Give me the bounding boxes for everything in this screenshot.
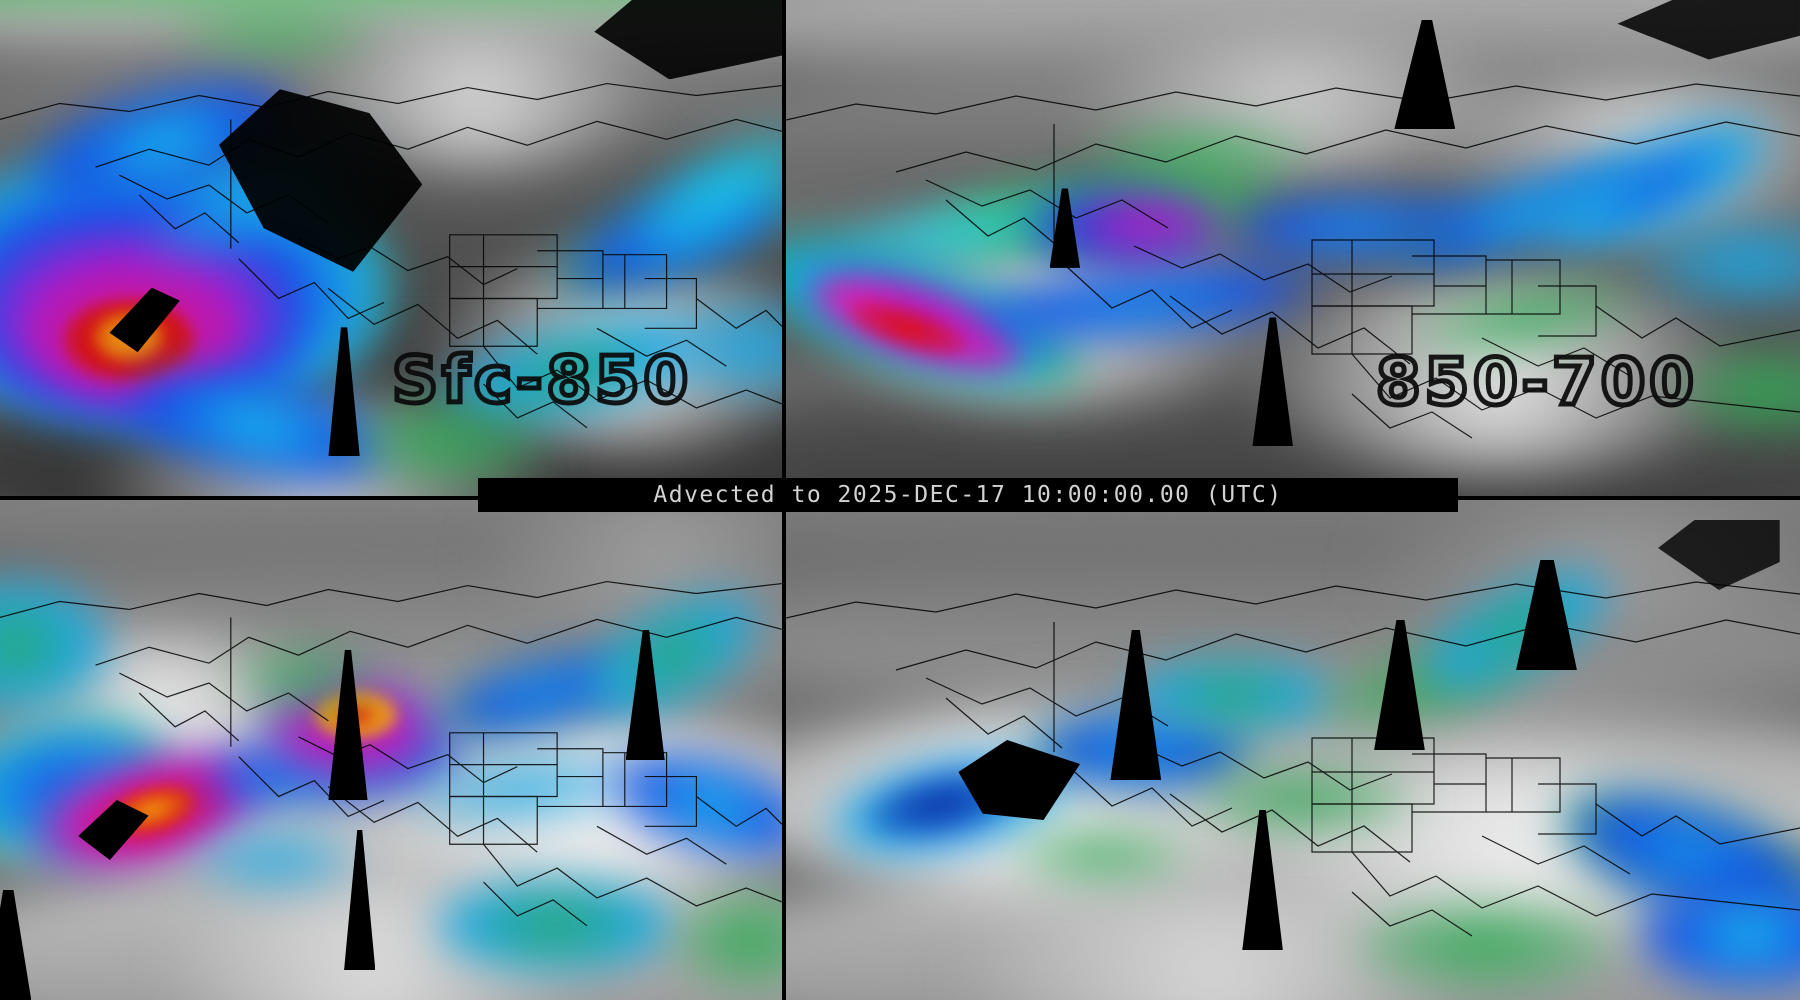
- timestamp-banner: Advected to 2025-DEC-17 10:00:00.00 (UTC…: [478, 478, 1458, 512]
- panel-500-300[interactable]: 500-300: [786, 500, 1800, 1000]
- panel-sfc-850[interactable]: Sfc-850: [0, 0, 786, 500]
- timestamp-text: Advected to 2025-DEC-17 10:00:00.00 (UTC…: [653, 482, 1283, 508]
- panel-label-850-700: 850-700: [1374, 344, 1698, 423]
- panel-850-700[interactable]: 850-700: [786, 0, 1800, 500]
- panel-700-500[interactable]: 700-500: [0, 500, 786, 1000]
- panel-label-sfc-850: Sfc-850: [389, 342, 693, 421]
